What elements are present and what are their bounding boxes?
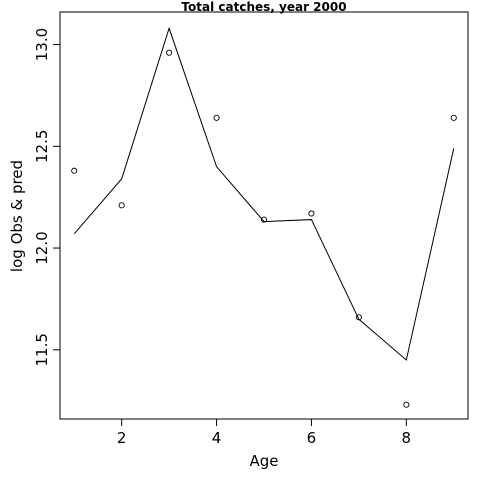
- x-tick-label: 6: [307, 429, 317, 447]
- y-tick-label: 12.5: [33, 130, 51, 163]
- x-tick-label: 4: [212, 429, 222, 447]
- x-tick-label: 8: [402, 429, 412, 447]
- observed-point: [118, 202, 125, 209]
- y-axis-label: log Obs & pred: [8, 160, 26, 272]
- y-tick-label: 12.0: [33, 231, 51, 264]
- predicted-line: [73, 26, 455, 361]
- y-tick-label: 13.0: [33, 28, 51, 61]
- observed-point: [355, 314, 362, 321]
- x-axis-label: Age: [249, 452, 278, 470]
- observed-point: [71, 167, 78, 174]
- x-axis: 2 4 6 8: [117, 418, 412, 447]
- observed-point: [308, 210, 315, 217]
- chart-title: Total catches, year 2000: [181, 0, 346, 14]
- observed-point: [260, 216, 268, 223]
- observed-points-layer: [71, 49, 457, 408]
- observed-point: [450, 114, 457, 121]
- observed-point: [166, 49, 173, 56]
- x-tick-label: 2: [117, 429, 127, 447]
- y-tick-label: 11.5: [33, 333, 51, 366]
- y-axis: 11.5 12.0 12.5 13.0: [33, 28, 61, 367]
- observed-point: [403, 401, 410, 408]
- predicted-line-layer: [73, 26, 455, 361]
- observed-point: [213, 114, 220, 121]
